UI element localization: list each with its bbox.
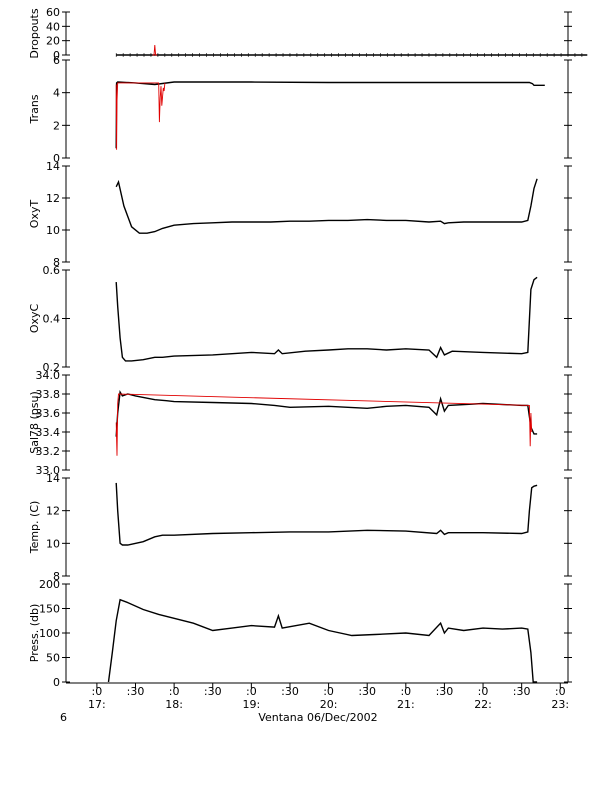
series-line-2 <box>115 82 166 150</box>
y-tick-label: 33.8 <box>36 388 61 401</box>
series-line-1 <box>115 276 538 362</box>
panel-5: 33.0 33.2 33.4 33.6 33.8 34.0 Sal78 (psu) <box>28 369 572 477</box>
series-line-2 <box>115 393 533 456</box>
y-axis-label: Press. (db) <box>28 604 41 663</box>
y-axis-label: Temp. (C) <box>28 501 41 555</box>
y-tick-label: 14 <box>46 472 60 485</box>
y-tick-label: 2 <box>53 119 60 132</box>
x-tick-label: :30 <box>436 685 454 698</box>
series-line-1 <box>115 482 538 546</box>
y-tick-label: 6 <box>53 54 60 67</box>
y-tick-label: 12 <box>46 192 60 205</box>
x-tick-label-hour: 18: <box>165 698 183 711</box>
x-tick-label: :30 <box>281 685 299 698</box>
x-tick-label: :0 <box>400 685 411 698</box>
panel-6: 8 10 12 14 Temp. (C) <box>28 472 572 583</box>
y-tick-label: 8 <box>53 256 60 269</box>
y-tick-label: 0.2 <box>43 361 61 374</box>
x-tick-label: :0 <box>555 685 566 698</box>
x-tick-label-hour: 19: <box>243 698 261 711</box>
y-tick-label: 60 <box>46 6 60 19</box>
y-axis-label: Sal78 (psu) <box>28 391 41 454</box>
x-axis-corner-label: 6 <box>60 711 67 724</box>
y-axis-label: OxyC <box>28 304 41 334</box>
x-tick-label: :30 <box>127 685 145 698</box>
y-axis-label: Trans <box>28 94 41 124</box>
y-tick-label: 0 <box>53 49 60 62</box>
y-tick-label: 33.2 <box>36 445 61 458</box>
y-axis-label: Dropouts <box>28 8 41 58</box>
y-tick-label: 20 <box>46 35 60 48</box>
y-tick-label: 10 <box>46 224 60 237</box>
panel-3: 8 10 12 14 OxyT <box>28 160 572 269</box>
y-tick-label: 12 <box>46 505 60 518</box>
y-tick-label: 34.0 <box>36 369 61 382</box>
y-tick-label: 33.4 <box>36 426 61 439</box>
series-line-1 <box>115 81 545 149</box>
panel-7: 0 50 100 150 200 Press. (db) <box>28 578 572 689</box>
series-line-2 <box>152 44 158 56</box>
y-tick-label: 33.6 <box>36 407 61 420</box>
x-tick-label: :0 <box>478 685 489 698</box>
y-axis-label: OxyT <box>28 200 41 229</box>
y-tick-label: 33.0 <box>36 464 61 477</box>
x-tick-label-hour: 22: <box>474 698 492 711</box>
y-tick-label: 0 <box>53 152 60 165</box>
y-tick-label: 4 <box>53 87 60 100</box>
y-tick-label: 0 <box>53 676 60 689</box>
x-tick-label-hour: 23: <box>551 698 569 711</box>
x-tick-label: :0 <box>92 685 103 698</box>
y-tick-label: 14 <box>46 160 60 173</box>
y-tick-label: 50 <box>46 652 60 665</box>
panel-2: 0 2 4 6 Trans <box>28 54 572 165</box>
x-tick-label-hour: 21: <box>397 698 415 711</box>
x-tick-label: :30 <box>204 685 222 698</box>
y-tick-label: 200 <box>39 578 60 591</box>
series-line-1 <box>115 178 538 234</box>
x-tick-label: :0 <box>169 685 180 698</box>
x-axis-caption: Ventana 06/Dec/2002 <box>258 711 377 724</box>
y-tick-label: 150 <box>39 603 60 616</box>
series-line-1 <box>107 598 538 683</box>
y-tick-label: 8 <box>53 570 60 583</box>
panels-group: 0204060Dropouts0246Trans8101214OxyT0.20.… <box>28 6 588 689</box>
y-tick-label: 40 <box>46 20 60 33</box>
x-tick-label: :0 <box>246 685 257 698</box>
x-tick-label-hour: 17: <box>88 698 106 711</box>
x-axis: :017::30:018::30:019::30:020::30:021::30… <box>66 682 569 711</box>
y-tick-label: 100 <box>39 627 60 640</box>
y-tick-label: 0.4 <box>43 313 61 326</box>
panel-4: 0.2 0.4 0.6 OxyC <box>28 264 572 374</box>
y-tick-label: 10 <box>46 537 60 550</box>
x-tick-label: :30 <box>358 685 376 698</box>
y-tick-label: 0.6 <box>43 264 61 277</box>
x-tick-label: :30 <box>513 685 531 698</box>
x-tick-label-hour: 20: <box>320 698 338 711</box>
x-tick-label: :0 <box>323 685 334 698</box>
